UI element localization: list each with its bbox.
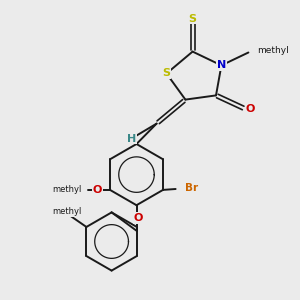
Text: S: S: [189, 14, 196, 24]
Text: methyl: methyl: [257, 46, 289, 56]
Text: methyl: methyl: [52, 208, 82, 217]
Text: methyl: methyl: [52, 185, 81, 194]
Text: S: S: [163, 68, 170, 79]
Text: O: O: [134, 213, 143, 223]
Text: Br: Br: [184, 183, 198, 193]
Text: O: O: [246, 103, 255, 114]
Text: N: N: [217, 60, 226, 70]
Text: O: O: [93, 185, 102, 195]
Text: H: H: [127, 134, 136, 144]
